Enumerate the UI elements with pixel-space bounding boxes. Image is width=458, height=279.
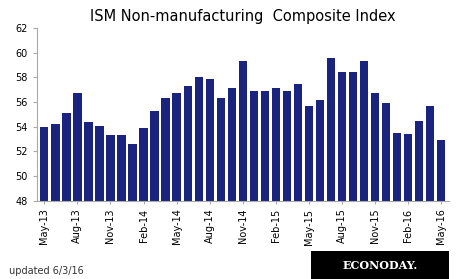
Bar <box>349 72 357 201</box>
Bar <box>250 91 258 201</box>
Bar <box>206 79 214 201</box>
Bar <box>62 113 71 201</box>
Text: ECONODAY.: ECONODAY. <box>343 259 418 271</box>
Text: updated 6/3/16: updated 6/3/16 <box>9 266 84 276</box>
Bar <box>184 86 192 201</box>
Bar <box>316 100 324 201</box>
Bar <box>40 127 49 201</box>
Bar <box>162 98 170 201</box>
Bar <box>272 88 280 201</box>
Bar <box>228 88 236 201</box>
Bar <box>415 121 423 201</box>
Bar <box>150 111 159 201</box>
Bar <box>128 144 136 201</box>
Bar <box>73 93 82 201</box>
Bar <box>117 135 125 201</box>
Bar <box>84 122 93 201</box>
Bar <box>195 77 203 201</box>
Bar <box>338 72 346 201</box>
Bar <box>305 106 313 201</box>
Bar <box>261 91 269 201</box>
Bar <box>327 57 335 201</box>
Bar <box>382 103 390 201</box>
Bar <box>360 61 368 201</box>
Bar <box>51 124 60 201</box>
Title: ISM Non-manufacturing  Composite Index: ISM Non-manufacturing Composite Index <box>90 9 396 24</box>
Bar <box>294 83 302 201</box>
Bar <box>404 134 412 201</box>
Bar <box>139 128 147 201</box>
Bar <box>95 126 104 201</box>
Bar <box>393 133 401 201</box>
Bar <box>239 61 247 201</box>
Bar <box>437 140 445 201</box>
Bar <box>371 93 379 201</box>
Bar <box>217 98 225 201</box>
Bar <box>283 91 291 201</box>
Bar <box>426 106 434 201</box>
Bar <box>106 135 114 201</box>
Bar <box>173 93 181 201</box>
